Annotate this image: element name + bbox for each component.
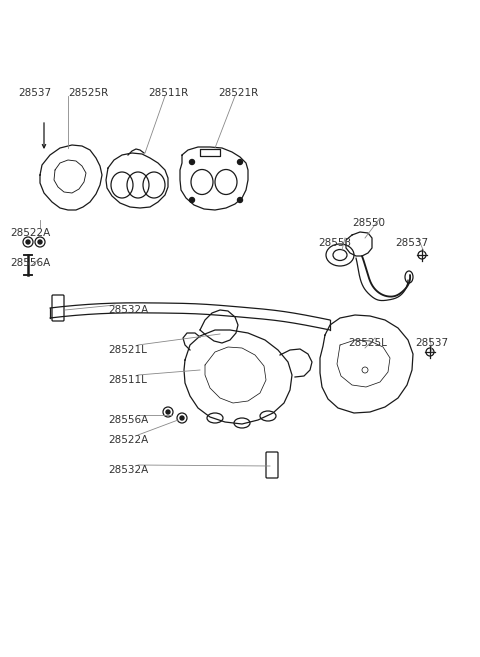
FancyBboxPatch shape [52, 295, 64, 321]
Circle shape [190, 198, 194, 202]
Text: 28511R: 28511R [148, 88, 188, 98]
Text: 28521L: 28521L [108, 345, 147, 355]
Text: 28522A: 28522A [108, 435, 148, 445]
Text: 28537: 28537 [415, 338, 448, 348]
Circle shape [38, 240, 42, 244]
Text: 28511L: 28511L [108, 375, 147, 385]
Text: 28537: 28537 [395, 238, 428, 248]
Text: 28521R: 28521R [218, 88, 258, 98]
Text: 28550: 28550 [352, 218, 385, 228]
Circle shape [190, 160, 194, 164]
FancyBboxPatch shape [266, 452, 278, 478]
Circle shape [238, 198, 242, 202]
Text: 28525R: 28525R [68, 88, 108, 98]
Text: 28553: 28553 [318, 238, 351, 248]
Circle shape [26, 240, 30, 244]
Text: 28537: 28537 [18, 88, 51, 98]
Circle shape [238, 160, 242, 164]
Text: 28532A: 28532A [108, 465, 148, 475]
Text: 28532A: 28532A [108, 305, 148, 315]
Circle shape [180, 416, 184, 420]
Circle shape [166, 410, 170, 414]
Text: 28556A: 28556A [10, 258, 50, 268]
Text: 28522A: 28522A [10, 228, 50, 238]
Text: 28525L: 28525L [348, 338, 387, 348]
Text: 28556A: 28556A [108, 415, 148, 425]
